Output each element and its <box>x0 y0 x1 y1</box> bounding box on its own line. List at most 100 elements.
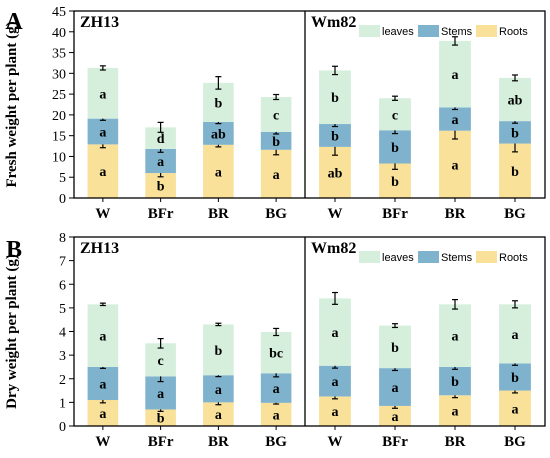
bar-stems-bfr <box>145 148 176 174</box>
bar-leaves-br <box>203 324 234 376</box>
significance-letter: a <box>273 408 280 423</box>
bar-leaves-bg <box>499 304 531 364</box>
x-category-label: BG <box>504 206 526 222</box>
significance-letter: b <box>511 165 519 180</box>
bar-stems-bg <box>260 373 292 403</box>
y-tick-label: 20 <box>52 109 66 124</box>
legend-label-roots: Roots <box>499 252 528 264</box>
legend-label-leaves: leaves <box>382 26 414 38</box>
significance-letter: a <box>332 375 339 390</box>
bar-roots-w <box>87 400 119 426</box>
significance-letter: b <box>157 412 165 427</box>
x-category-label: BG <box>265 434 287 450</box>
significance-letter: a <box>273 168 280 183</box>
bar-leaves-br <box>439 304 471 367</box>
bar-stems-br <box>439 107 471 131</box>
x-category-label: W <box>328 206 343 222</box>
x-category-label: BFr <box>382 206 408 222</box>
bar-roots-bg <box>499 143 531 198</box>
legend: leaves Stems Roots <box>359 25 528 38</box>
y-tick-label: 0 <box>59 420 66 435</box>
significance-letter: a <box>99 330 106 345</box>
significance-letter: a <box>452 158 459 173</box>
bar-roots-bg <box>260 149 292 198</box>
y-tick-label: 7 <box>59 255 66 270</box>
x-category-label: W <box>95 206 110 222</box>
bar-stems-bg <box>499 121 531 144</box>
x-category-label: BR <box>208 434 229 450</box>
legend-swatch-stems <box>418 25 439 37</box>
significance-letter: a <box>392 381 399 396</box>
legend-swatch-leaves <box>359 251 380 263</box>
significance-letter: c <box>158 354 164 369</box>
bar-stems-br <box>203 375 234 403</box>
y-tick-label: 35 <box>52 47 66 62</box>
bar-leaves-w <box>319 70 351 125</box>
significance-letter: a <box>452 68 459 83</box>
y-axis-title: Fresh weight per plant (g) <box>4 21 20 187</box>
y-axis-title: Dry weight per plant (g) <box>4 254 20 409</box>
subpanel-name: Wm82 <box>311 14 356 31</box>
bar-stems-w <box>319 124 351 147</box>
bar-leaves-w <box>87 67 119 119</box>
significance-letter: a <box>452 330 459 345</box>
significance-letter: a <box>99 165 106 180</box>
x-category-label: BG <box>504 434 526 450</box>
legend-label-stems: Stems <box>441 26 473 38</box>
plot-frame <box>73 236 546 427</box>
significance-letter: b <box>391 175 399 190</box>
y-tick-label: 45 <box>52 5 66 20</box>
bar-roots-w <box>319 396 351 426</box>
bar-roots-bfr <box>145 409 176 426</box>
significance-letter: a <box>512 328 519 343</box>
bar-leaves-bfr <box>379 325 411 369</box>
x-category-label: W <box>95 434 110 450</box>
significance-letter: b <box>451 375 459 390</box>
bar-stems-bg <box>260 131 292 150</box>
significance-letter: b <box>391 141 399 156</box>
y-tick-label: 8 <box>59 231 66 246</box>
significance-letter: a <box>452 405 459 420</box>
bar-leaves-bfr <box>145 343 176 377</box>
x-category-label: W <box>328 434 343 450</box>
subpanel-name: Wm82 <box>311 240 356 257</box>
bar-roots-br <box>203 402 234 426</box>
y-tick-label: 2 <box>59 373 66 388</box>
y-tick-label: 10 <box>52 150 66 165</box>
bar-roots-bfr <box>379 405 411 426</box>
bar-roots-br <box>203 144 234 198</box>
significance-letter: b <box>214 96 222 111</box>
bar-stems-br <box>203 121 234 145</box>
significance-letter: a <box>273 382 280 397</box>
significance-letter: bc <box>269 347 283 362</box>
legend-swatch-roots <box>476 25 497 37</box>
y-tick-label: 40 <box>52 26 66 41</box>
y-tick-label: 1 <box>59 396 66 411</box>
y-tick-label: 4 <box>59 326 66 341</box>
bar-leaves-w <box>319 298 351 366</box>
bar-leaves-bg <box>260 331 292 374</box>
x-category-label: BR <box>208 206 229 222</box>
significance-letter: a <box>99 407 106 422</box>
bar-stems-w <box>87 118 119 145</box>
significance-letter: a <box>392 410 399 425</box>
x-category-label: BFr <box>148 206 174 222</box>
significance-letter: a <box>332 326 339 341</box>
y-tick-label: 3 <box>59 349 66 364</box>
x-category-label: BG <box>265 206 287 222</box>
panel-letter: A <box>5 9 23 35</box>
significance-letter: a <box>215 165 222 180</box>
legend-swatch-stems <box>418 251 439 263</box>
significance-letter: b <box>511 371 519 386</box>
significance-letter: ab <box>211 127 226 142</box>
y-tick-label: 0 <box>59 192 66 207</box>
significance-letter: a <box>99 126 106 141</box>
legend-label-roots: Roots <box>499 26 528 38</box>
significance-letter: a <box>99 377 106 392</box>
y-tick-label: 25 <box>52 88 66 103</box>
significance-letter: b <box>511 126 519 141</box>
